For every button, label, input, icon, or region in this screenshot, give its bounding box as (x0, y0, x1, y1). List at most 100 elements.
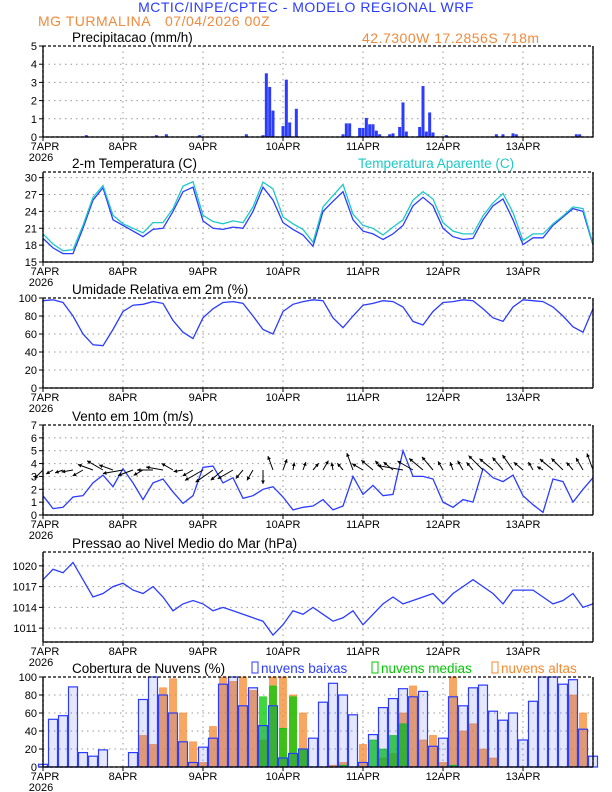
y-tick-label: 7 (31, 420, 37, 432)
temperature-panel: Temperatura Aparente (C) 15 18 21 24 27 30 7APR… (25, 156, 594, 289)
precip-bar (164, 134, 168, 137)
wind-arrow-head (492, 457, 497, 462)
cloud-bar-nuvens-baixas (217, 683, 229, 768)
wind-arrow-head (421, 456, 426, 461)
wind-arrow-head (184, 476, 189, 481)
cloud-bar-nuvens-baixas (187, 761, 199, 768)
y-tick-label: 0 (31, 383, 37, 395)
legend-swatch (371, 661, 379, 674)
x-tick-label: 11APR (346, 392, 380, 404)
cloud-bar-nuvens-baixas (407, 696, 419, 768)
cloud-bar-nuvens-baixas (577, 728, 589, 768)
x-tick-label: 7APR (31, 771, 60, 783)
y-tick-label: 0 (31, 510, 37, 522)
y-tick-label: 1 (31, 114, 37, 126)
x-tick-label: 8APR (109, 141, 138, 153)
cloud-bar-nuvens-baixas (397, 688, 409, 768)
cloud-bar-nuvens-baixas (477, 684, 489, 768)
precip-bar (398, 126, 402, 137)
cloud-bar-nuvens-baixas (257, 724, 269, 768)
clouds-panel: nuvens baixas nuvens medias nuvens altas 0 2… (19, 661, 599, 792)
wind-arrow-head (235, 474, 240, 479)
y-tick-label: 1014 (13, 602, 37, 614)
precip-title: Precipitacao (mm/h) (72, 30, 193, 45)
x-tick-label: 8APR (109, 266, 138, 278)
cloud-bar-nuvens-baixas (427, 745, 439, 768)
x-tick-label: 7APR (31, 141, 60, 153)
wind-arrow-head (291, 462, 296, 467)
x-year-label: 2026 (29, 782, 53, 792)
y-tick-label: 100 (19, 293, 37, 305)
wind-arrow-head (466, 462, 471, 467)
legend-label: nuvens altas (501, 661, 577, 676)
y-tick-label: 0 (31, 762, 37, 774)
cloud-bar-nuvens-baixas (207, 737, 219, 768)
cloud-bar-nuvens-baixas (387, 697, 399, 768)
y-tick-label: 80 (25, 311, 37, 323)
wind-arrow-head (72, 472, 77, 476)
wind-arrow-head (330, 462, 335, 467)
cloud-bar-nuvens-baixas (547, 676, 559, 768)
y-tick-label: 60 (25, 708, 37, 720)
y-tick-label: 20 (25, 744, 37, 756)
x-tick-label: 13APR (506, 646, 541, 658)
wind-arrow-head (117, 472, 122, 477)
wind-arrow-head (195, 478, 200, 483)
wind-title: Vento em 10m (m/s) (72, 409, 194, 424)
wind-arrow-head (34, 474, 39, 479)
x-tick-label: 12APR (426, 141, 461, 153)
x-tick-label: 7APR (31, 519, 60, 531)
station-location: 42.7300W 17.2856S 718m (362, 30, 540, 46)
cloud-bar-nuvens-baixas (57, 715, 69, 768)
precip-bar (501, 134, 505, 137)
precip-bar (348, 123, 352, 137)
precip-bar (374, 130, 378, 137)
precip-bar (378, 134, 382, 137)
precip-bar (84, 135, 88, 137)
wind-arrow-head (182, 472, 187, 476)
x-tick-label: 13APR (506, 141, 541, 153)
cloud-bar-nuvens-baixas (247, 687, 259, 768)
cloud-bar-nuvens-baixas (127, 751, 139, 768)
precip-bar (154, 135, 158, 137)
precip-bar (288, 122, 292, 137)
y-tick-label: 1017 (13, 582, 37, 594)
y-tick-label: 21 (25, 223, 37, 235)
cloud-bar-nuvens-baixas (47, 718, 59, 768)
y-tick-label: 40 (25, 726, 37, 738)
legend-label: nuvens baixas (261, 661, 348, 676)
wind-arrow (195, 469, 214, 483)
humidity-title: Umidade Relativa em 2m (%) (72, 282, 248, 297)
cloud-bar-nuvens-baixas (147, 676, 159, 768)
wind-series-line-0 (42, 448, 594, 514)
y-tick-label: 2 (31, 484, 37, 496)
cloud-bar-nuvens-baixas (517, 739, 529, 768)
x-tick-label: 9APR (189, 266, 218, 278)
wind-arrow-head (137, 468, 141, 472)
x-tick-label: 13APR (506, 266, 541, 278)
cloud-bar-nuvens-baixas (347, 714, 359, 768)
wind-arrow-head (502, 454, 507, 459)
wind-arrow-head (346, 453, 350, 458)
wind-arrow-head (61, 469, 66, 474)
y-tick-label: 3 (31, 77, 37, 89)
x-tick-label: 8APR (109, 646, 138, 658)
x-tick-label: 10APR (266, 771, 301, 783)
precip-bar (401, 102, 405, 137)
y-tick-label: 40 (25, 347, 37, 359)
precip-bar (344, 123, 348, 137)
wind-arrow-head (479, 458, 484, 463)
precip-bar (494, 134, 498, 137)
precip-bar (198, 135, 202, 137)
cloud-bar-nuvens-baixas (277, 757, 289, 768)
wind-arrow-head (247, 476, 251, 481)
cloud-bar-nuvens-baixas (567, 679, 579, 768)
x-tick-label: 9APR (189, 141, 218, 153)
wind-arrow-head (267, 456, 271, 461)
wind-arrow-head (324, 460, 329, 465)
x-tick-label: 7APR (31, 392, 60, 404)
cloud-bar-nuvens-baixas (337, 694, 349, 768)
legend-swatch (251, 661, 259, 674)
